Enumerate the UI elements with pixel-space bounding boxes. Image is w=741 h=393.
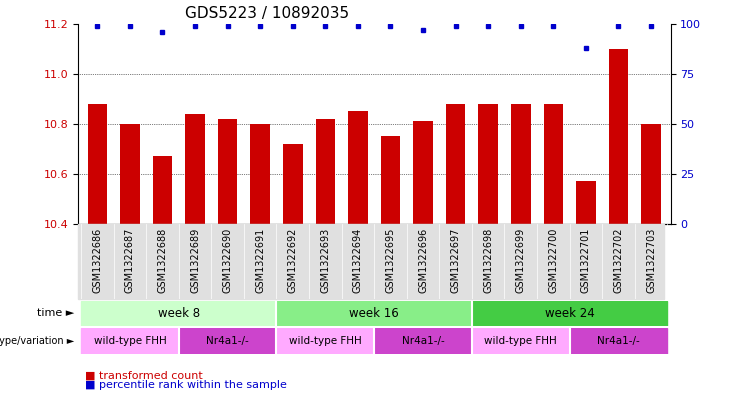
Text: GSM1322703: GSM1322703: [646, 228, 656, 293]
Bar: [544, 104, 563, 224]
Bar: [81, 328, 179, 354]
Bar: [120, 124, 140, 224]
Text: GSM1322693: GSM1322693: [320, 228, 330, 293]
Bar: [472, 301, 668, 326]
Text: GSM1322701: GSM1322701: [581, 228, 591, 293]
Text: GSM1322694: GSM1322694: [353, 228, 363, 293]
Text: Nr4a1-/-: Nr4a1-/-: [597, 336, 640, 346]
Bar: [576, 182, 596, 224]
Text: Nr4a1-/-: Nr4a1-/-: [206, 336, 249, 346]
Text: GSM1322699: GSM1322699: [516, 228, 526, 293]
Bar: [185, 114, 205, 224]
Text: GSM1322691: GSM1322691: [255, 228, 265, 293]
Bar: [446, 104, 465, 224]
Text: GSM1322695: GSM1322695: [385, 228, 396, 293]
Bar: [87, 104, 107, 224]
Text: GSM1322697: GSM1322697: [451, 228, 461, 293]
Bar: [153, 156, 172, 224]
Text: ■ percentile rank within the sample: ■ percentile rank within the sample: [85, 380, 287, 390]
Bar: [413, 121, 433, 224]
Bar: [608, 49, 628, 224]
Bar: [179, 328, 276, 354]
Text: genotype/variation ►: genotype/variation ►: [0, 336, 74, 346]
Bar: [381, 136, 400, 224]
Text: GSM1322690: GSM1322690: [222, 228, 233, 293]
Text: GSM1322698: GSM1322698: [483, 228, 494, 293]
Text: GSM1322688: GSM1322688: [158, 228, 167, 293]
Bar: [276, 328, 374, 354]
Text: GSM1322696: GSM1322696: [418, 228, 428, 293]
Text: ■ transformed count: ■ transformed count: [85, 370, 203, 380]
Text: GSM1322692: GSM1322692: [288, 228, 298, 293]
Text: GSM1322689: GSM1322689: [190, 228, 200, 293]
Bar: [283, 144, 302, 224]
Text: time ►: time ►: [37, 309, 74, 318]
Bar: [374, 328, 472, 354]
Text: week 16: week 16: [349, 307, 399, 320]
Bar: [316, 119, 335, 224]
Text: week 8: week 8: [158, 307, 200, 320]
Text: GSM1322686: GSM1322686: [93, 228, 102, 293]
Bar: [348, 111, 368, 224]
Bar: [81, 301, 276, 326]
Bar: [511, 104, 531, 224]
Text: wild-type FHH: wild-type FHH: [485, 336, 557, 346]
Bar: [570, 328, 668, 354]
Bar: [218, 119, 237, 224]
Text: GSM1322700: GSM1322700: [548, 228, 559, 293]
Bar: [250, 124, 270, 224]
Text: week 24: week 24: [545, 307, 594, 320]
Text: wild-type FHH: wild-type FHH: [93, 336, 166, 346]
Bar: [641, 124, 661, 224]
Bar: [472, 328, 570, 354]
Text: GSM1322687: GSM1322687: [125, 228, 135, 293]
Bar: [479, 104, 498, 224]
Text: GSM1322702: GSM1322702: [614, 228, 623, 293]
Text: wild-type FHH: wild-type FHH: [289, 336, 362, 346]
Text: Nr4a1-/-: Nr4a1-/-: [402, 336, 445, 346]
Text: GDS5223 / 10892035: GDS5223 / 10892035: [185, 6, 348, 21]
Bar: [276, 301, 472, 326]
